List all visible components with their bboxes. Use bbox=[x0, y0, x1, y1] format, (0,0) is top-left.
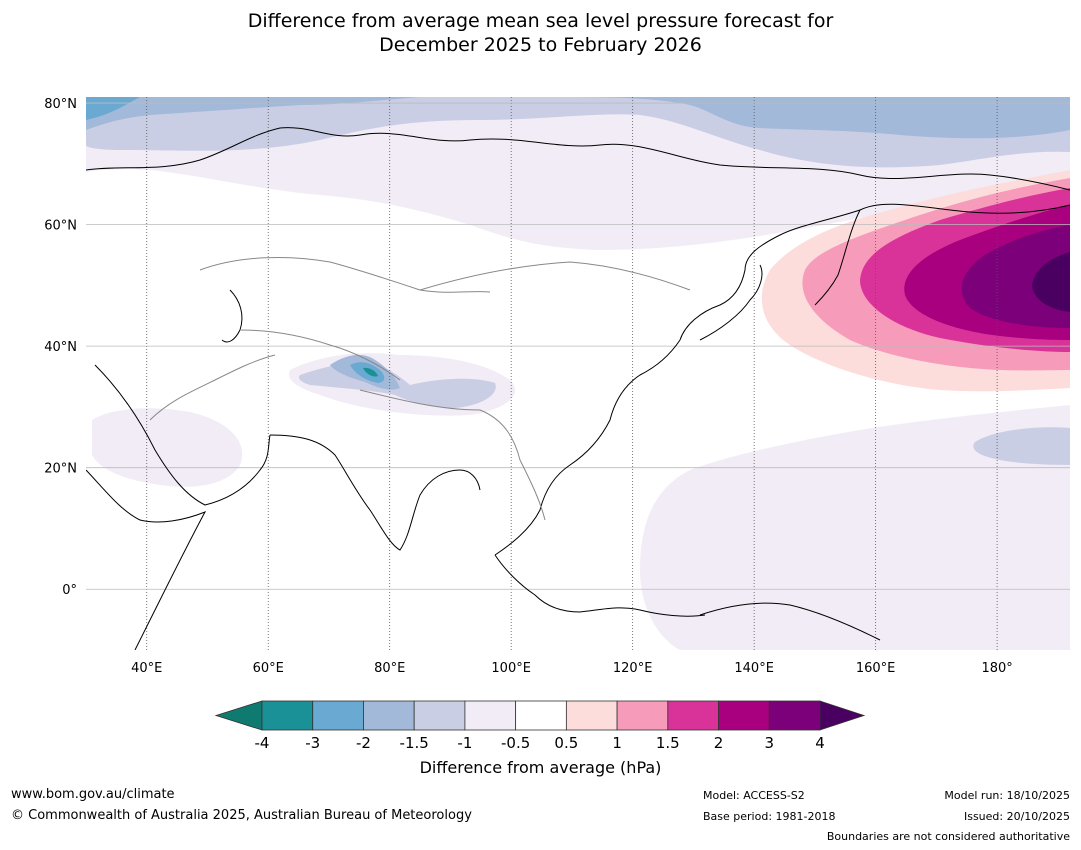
coastline-india bbox=[269, 434, 481, 551]
colorbar-max-extend bbox=[819, 700, 866, 731]
colorbar-tick-label: -4 bbox=[255, 734, 270, 752]
latitude-label: 40°N bbox=[44, 340, 77, 355]
border-himalaya bbox=[359, 389, 521, 461]
border-middle-east bbox=[149, 354, 276, 421]
graticule bbox=[86, 97, 1070, 650]
coastline-arctic bbox=[86, 127, 1070, 191]
colorbar: -4 -3 -2 -1.5 -1 -0.5 0.5 1 1.5 2 3 4 bbox=[214, 700, 866, 752]
coastline-africa bbox=[86, 469, 207, 650]
border-china-mongolia bbox=[419, 261, 691, 291]
contour-pacific-plus-4 bbox=[1032, 252, 1070, 312]
colorbar-tick-label: 0.5 bbox=[554, 734, 578, 752]
border-central-asia bbox=[239, 329, 401, 381]
colorbar-tick-label: -1.5 bbox=[400, 734, 429, 752]
latitude-labels: 80°N 60°N 40°N 20°N 0° bbox=[44, 97, 77, 598]
colorbar-label: Difference from average (hPa) bbox=[419, 758, 662, 777]
map-frame bbox=[86, 97, 1070, 650]
contour-tropics-minus-0-5 bbox=[640, 405, 1070, 650]
longitude-label: 100°E bbox=[491, 661, 531, 676]
longitude-label: 120°E bbox=[613, 661, 653, 676]
colorbar-segment bbox=[768, 700, 821, 731]
latitude-label: 0° bbox=[62, 583, 77, 598]
colorbar-tick-label: -1 bbox=[457, 734, 472, 752]
colorbar-segment bbox=[312, 700, 364, 731]
longitude-labels: 40°E 60°E 80°E 100°E 120°E 140°E 160°E 180° bbox=[131, 661, 1013, 676]
colorbar-tick-label: -2 bbox=[356, 734, 371, 752]
coastline-east-asia bbox=[494, 203, 1070, 556]
longitude-label: 160°E bbox=[856, 661, 896, 676]
colorbar-segment bbox=[616, 700, 669, 731]
longitude-label: 60°E bbox=[253, 661, 284, 676]
title-line-1: Difference from average mean sea level p… bbox=[247, 10, 834, 32]
colorbar-segment bbox=[261, 700, 314, 731]
latitude-label: 60°N bbox=[44, 219, 77, 234]
colorbar-tick-label: 1 bbox=[612, 734, 622, 752]
coastline-kamchatka bbox=[814, 209, 861, 306]
border-kazakhstan bbox=[199, 256, 491, 293]
colorbar-segment bbox=[718, 700, 770, 731]
contour-arabia-minus-0-5 bbox=[92, 408, 243, 487]
colorbar-segment bbox=[413, 700, 466, 731]
boundaries-disclaimer: Boundaries are not considered authoritat… bbox=[826, 830, 1070, 843]
coastline-new-guinea bbox=[699, 602, 881, 641]
contour-arctic-minus-1-5 bbox=[86, 97, 1070, 139]
latitude-label: 80°N bbox=[44, 97, 77, 112]
colorbar-segment bbox=[667, 700, 719, 731]
colorbar-segment bbox=[515, 700, 567, 731]
copyright-text: © Commonwealth of Australia 2025, Austra… bbox=[11, 808, 472, 823]
longitude-label: 40°E bbox=[131, 661, 162, 676]
longitude-label: 140°E bbox=[734, 661, 774, 676]
coastline-japan bbox=[699, 264, 763, 341]
colorbar-segment bbox=[464, 700, 517, 731]
colorbar-tick-label: 1.5 bbox=[656, 734, 680, 752]
base-period: Base period: 1981-2018 bbox=[703, 810, 836, 823]
colorbar-segment bbox=[565, 700, 618, 731]
title-line-2: December 2025 to February 2026 bbox=[379, 34, 702, 56]
colorbar-tick-label: 3 bbox=[764, 734, 774, 752]
model-name: Model: ACCESS-S2 bbox=[703, 789, 805, 802]
colorbar-tick-label: -0.5 bbox=[501, 734, 530, 752]
website-link[interactable]: www.bom.gov.au/climate bbox=[11, 787, 175, 802]
colorbar-tick-label: 4 bbox=[815, 734, 825, 752]
border-southeast-asia bbox=[519, 459, 546, 521]
longitude-label: 180° bbox=[981, 661, 1012, 676]
country-borders bbox=[149, 256, 691, 521]
coastline-arabia bbox=[94, 364, 271, 506]
colorbar-segment bbox=[363, 700, 415, 731]
colorbar-tick-label: -3 bbox=[305, 734, 320, 752]
latitude-label: 20°N bbox=[44, 462, 77, 477]
contour-tibet-minus-3 bbox=[363, 367, 378, 377]
model-run-date: Model run: 18/10/2025 bbox=[944, 789, 1070, 802]
colorbar-tick-label: 2 bbox=[714, 734, 724, 752]
coastline-southeast-asia bbox=[494, 554, 706, 617]
colorbar-min-extend bbox=[214, 700, 263, 731]
longitude-label: 80°E bbox=[374, 661, 405, 676]
issued-date: Issued: 20/10/2025 bbox=[963, 810, 1070, 823]
map-title: Difference from average mean sea level p… bbox=[0, 9, 1081, 57]
